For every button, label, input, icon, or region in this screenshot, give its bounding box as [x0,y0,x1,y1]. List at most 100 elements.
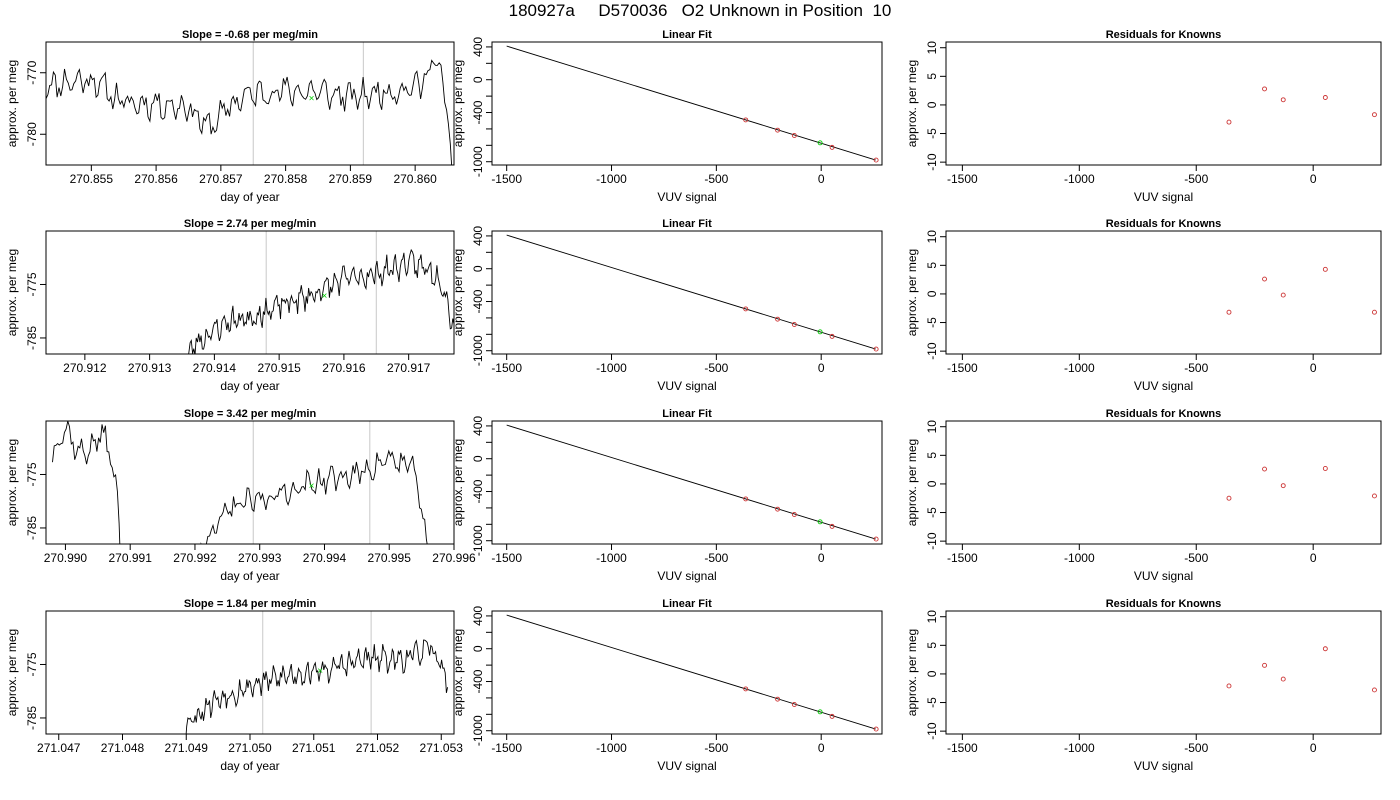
y-axis-label: approx. per meg [905,439,919,526]
known-point [791,512,797,517]
x-tick-label: 270.860 [393,172,437,186]
x-tick-label: 270.915 [257,361,301,375]
y-tick-label: -770 [25,60,39,84]
y-tick-label: -1000 [471,525,485,556]
x-tick-label: -1000 [1064,361,1095,375]
x-tick-label: -500 [1184,361,1208,375]
y-tick-label: -1000 [471,146,485,177]
y-tick-label: -775 [25,272,39,296]
plot-frame [945,420,1382,545]
y-tick-label: -400 [471,669,485,693]
y-tick-label: -780 [25,122,39,146]
y-axis-label: approx. per meg [905,249,919,336]
plot-frame [945,230,1382,355]
x-tick-label: -1500 [947,551,978,565]
residual-point [1322,95,1328,100]
panel-timeseries-row-3: Slope = 3.42 per meg/min day of year appro… [5,408,476,583]
y-tick-label: 5 [925,73,939,80]
x-tick-label: 270.996 [432,551,476,565]
y-tick-label: -10 [925,342,939,360]
x-tick-label: 271.053 [420,741,464,755]
known-point [829,333,835,339]
y-axis-label: approx. per meg [905,60,919,147]
y-tick-label: -5 [925,697,939,708]
y-tick-label: 5 [925,642,939,649]
known-point [775,127,781,133]
known-point [829,523,835,529]
signal-trace [185,639,449,734]
x-tick-label: 0 [1310,551,1317,565]
panel-linear-fit-row-1: Linear Fit VUV signal approx. per meg -1500… [451,29,883,204]
y-tick-label: -10 [925,722,939,740]
y-tick-label: 0 [925,670,939,677]
residual-point [1226,495,1232,501]
panel-title: Linear Fit [662,598,712,610]
x-tick-label: 270.995 [368,551,412,565]
plot-area [1226,646,1377,693]
known-point [743,496,749,502]
panel-linear-fit-row-3: Linear Fit VUV signal approx. per meg -1500… [451,408,883,583]
y-tick-label: 0 [925,101,939,108]
y-axis-label: approx. per meg [451,60,465,147]
x-tick-label: 270.857 [199,172,243,186]
x-tick-label: -500 [704,551,728,565]
x-tick-label: -500 [704,361,728,375]
known-point [775,696,781,702]
x-tick-label: 271.052 [356,741,400,755]
x-tick-label: 0 [818,741,825,755]
x-tick-label: 270.990 [44,551,88,565]
y-tick-label: 5 [925,452,939,459]
residual-point [1226,683,1232,689]
plot-area [1226,466,1377,501]
residual-point [1226,309,1232,315]
unknown-marker: × [309,93,315,104]
known-point [743,117,749,123]
unknown-point [817,709,823,715]
y-axis-label: approx. per meg [451,249,465,336]
y-tick-label: 0 [925,480,939,487]
known-point [743,306,749,312]
plot-area [1226,86,1377,125]
fit-line [506,45,876,161]
plot-frame [491,420,883,545]
residual-point [1262,466,1267,472]
residual-point [1262,86,1267,92]
x-axis-label: VUV signal [1134,379,1193,393]
plot-frame [491,230,883,355]
plot-frame [945,610,1382,735]
x-tick-label: -1000 [1064,741,1095,755]
x-tick-label: -1500 [947,361,978,375]
x-tick-label: 271.048 [101,741,145,755]
plot-frame [945,41,1382,166]
x-tick-label: -500 [704,741,728,755]
known-point [791,133,797,138]
x-tick-label: -1000 [1064,172,1095,186]
x-axis-label: VUV signal [657,190,716,204]
y-tick-label: 5 [925,262,939,269]
panel-residuals-row-1: Residuals for Knowns VUV signal approx. pe… [905,29,1382,204]
y-axis-label: approx. per meg [451,439,465,526]
signal-trace [52,421,428,544]
panel-title: Linear Fit [662,218,712,230]
x-axis-label: VUV signal [657,759,716,773]
x-tick-label: 0 [818,172,825,186]
y-axis-label: approx. per meg [5,60,19,147]
fit-line [506,234,876,350]
y-axis-label: approx. per meg [905,629,919,716]
panel-residuals-row-4: Residuals for Knowns VUV signal approx. pe… [905,598,1382,773]
known-point [873,157,879,163]
plot-frame [45,420,455,545]
panel-timeseries-row-4: Slope = 1.84 per meg/min day of year appro… [5,598,463,773]
x-tick-label: 270.856 [134,172,178,186]
panel-title: Slope = 1.84 per meg/min [184,598,317,610]
residual-point [1372,112,1377,118]
residual-point [1372,687,1377,693]
plot-area: × [188,231,454,354]
y-axis-label: approx. per meg [5,439,19,526]
x-tick-label: -1500 [491,172,522,186]
x-tick-label: 270.855 [70,172,114,186]
unknown-point [817,329,823,335]
y-tick-label: 10 [925,420,939,434]
panel-timeseries-row-2: Slope = 2.74 per meg/min day of year appro… [5,218,455,393]
panel-timeseries-row-1: Slope = -0.68 per meg/min day of year appr… [5,29,455,204]
